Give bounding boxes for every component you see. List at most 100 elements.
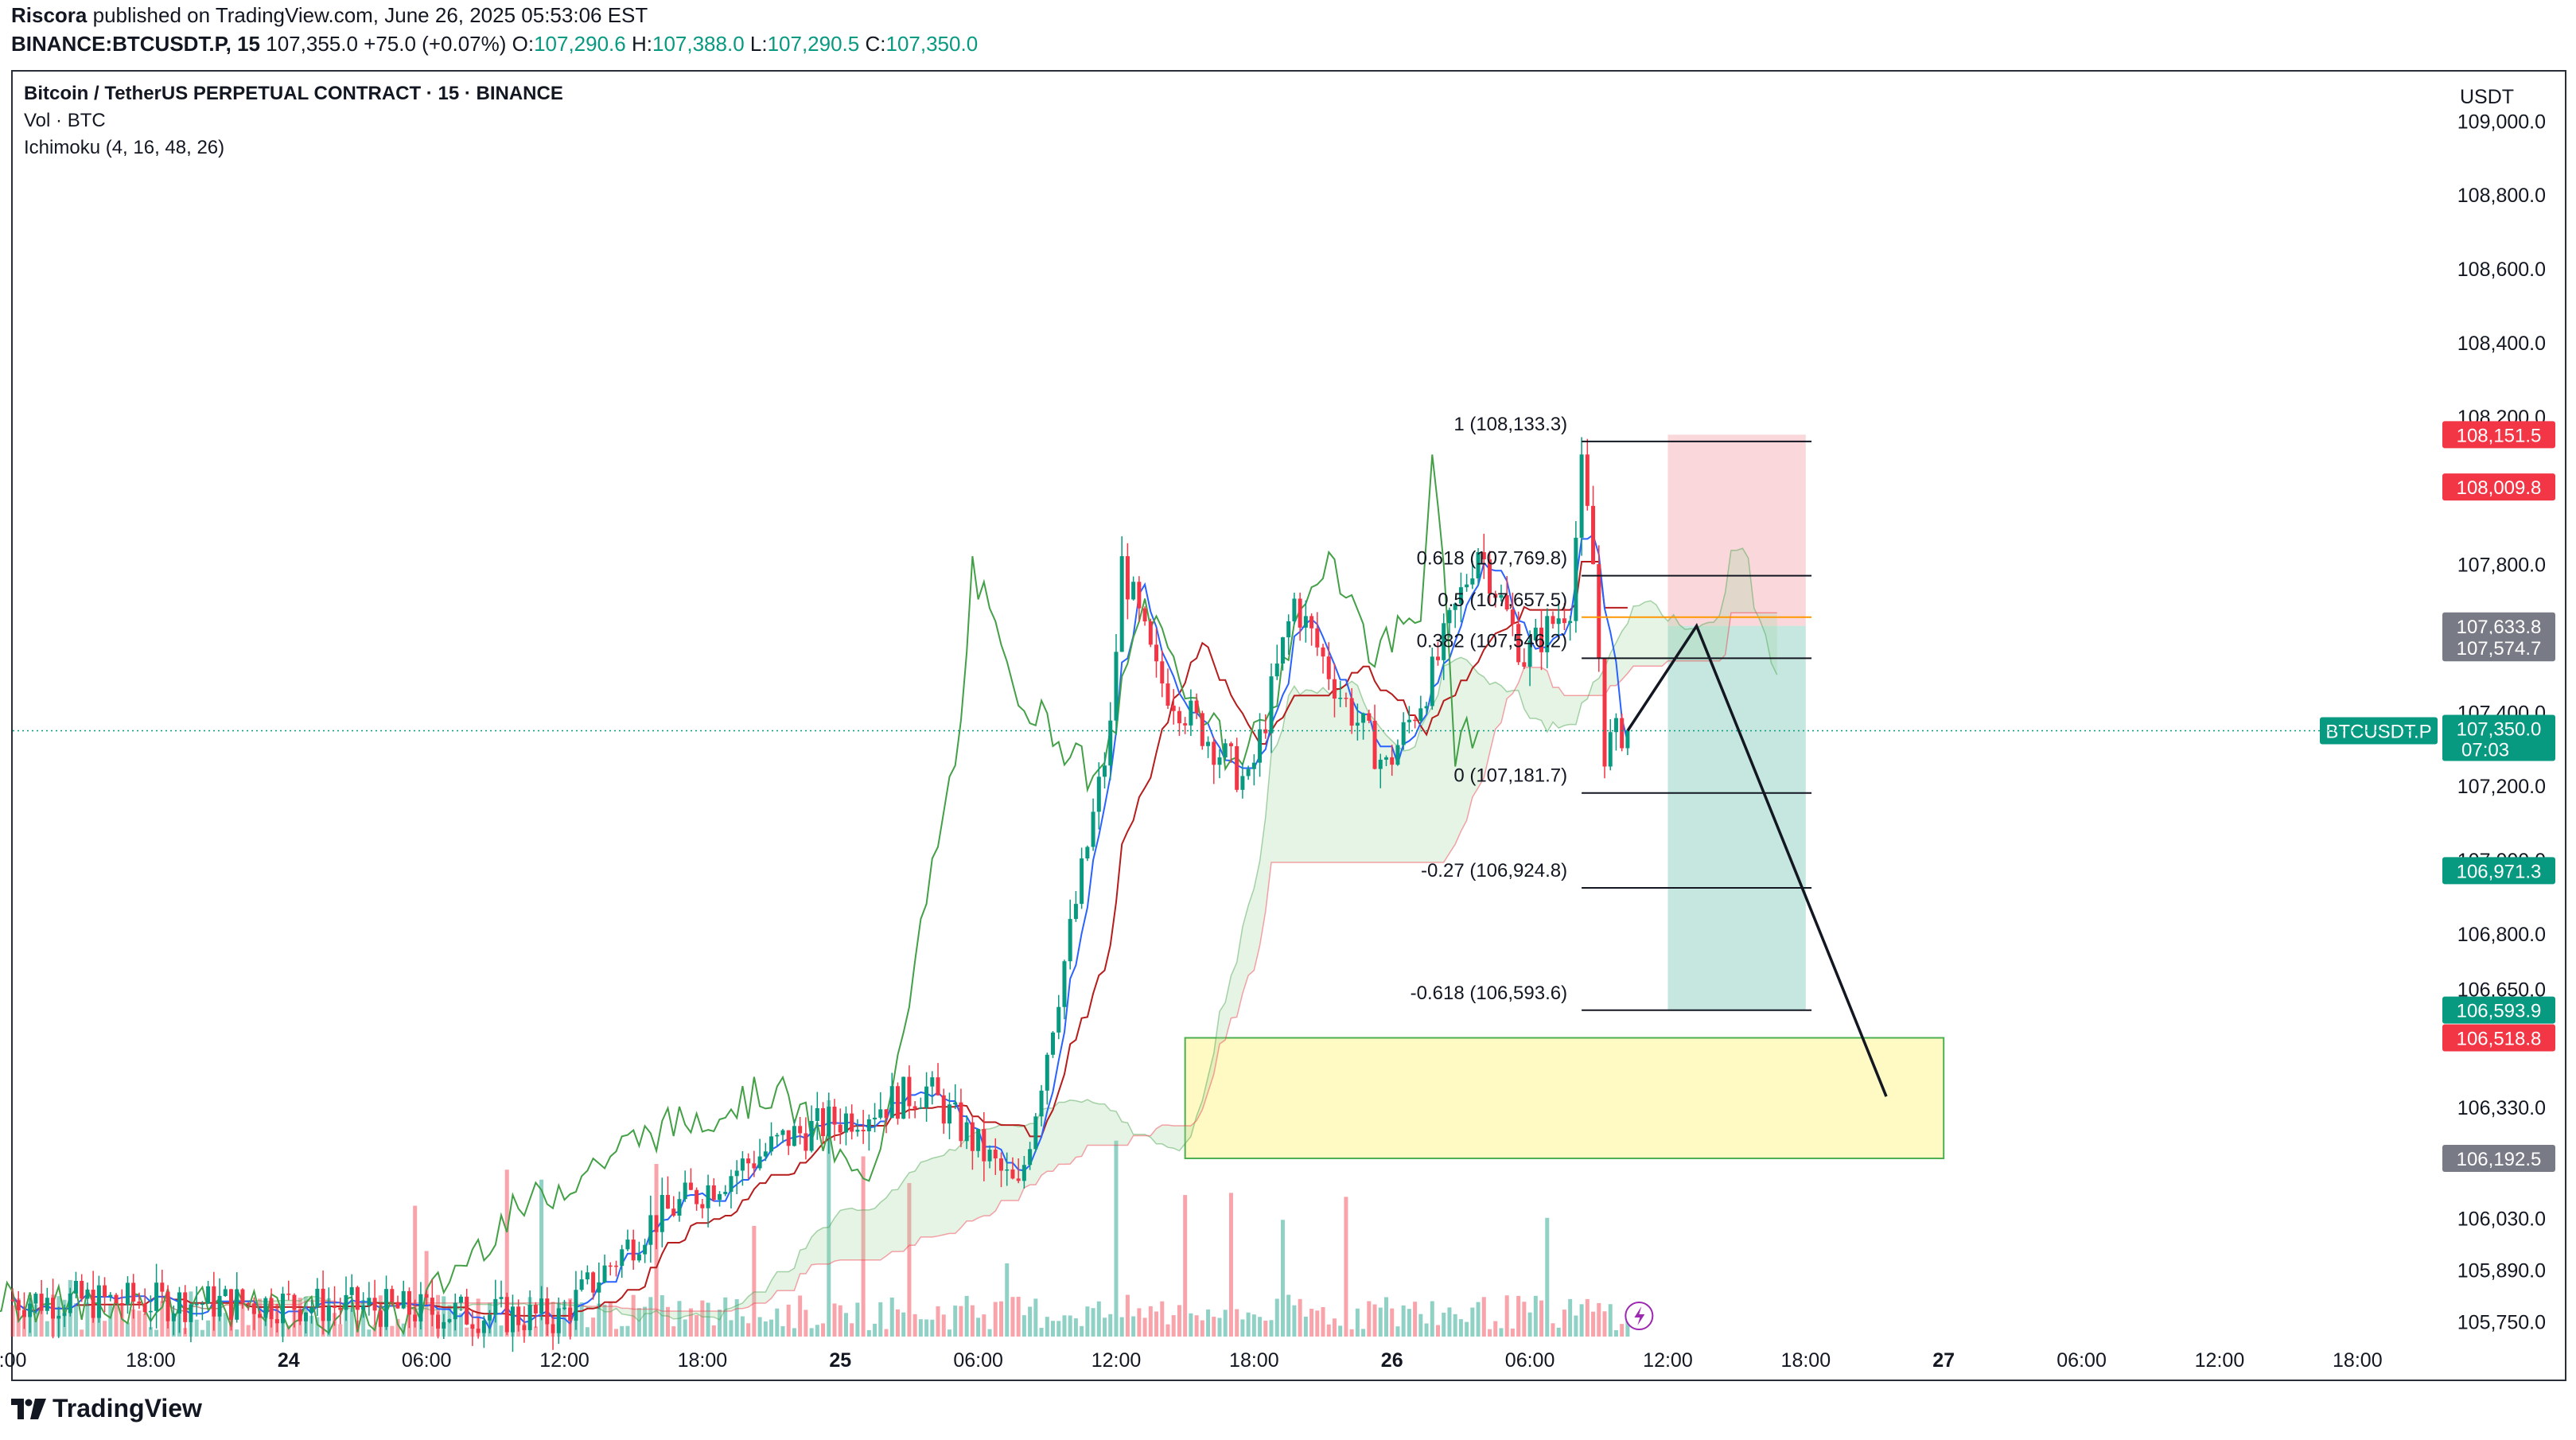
fib-level-label: -0.27 (106,924.8) bbox=[1421, 860, 1567, 882]
candle-body bbox=[442, 1321, 446, 1329]
candle-body bbox=[1103, 765, 1107, 777]
volume-bar bbox=[700, 1300, 705, 1337]
candle-body bbox=[1442, 623, 1446, 660]
volume-bar bbox=[390, 1325, 395, 1337]
candle-body bbox=[798, 1126, 803, 1134]
volume-bar bbox=[240, 1298, 245, 1337]
candle-body bbox=[1516, 624, 1521, 663]
time-tick-label: 26 bbox=[1381, 1349, 1403, 1372]
volume-bar bbox=[1200, 1320, 1204, 1337]
fib-level-label: 0.382 (107,546.2) bbox=[1417, 630, 1567, 652]
candle-body bbox=[970, 1122, 975, 1151]
volume-bar bbox=[1051, 1321, 1056, 1337]
candle-body bbox=[1131, 582, 1136, 600]
position-zones[interactable] bbox=[1184, 434, 1945, 1160]
price-tick-label: 107,200.0 bbox=[2457, 776, 2546, 798]
volume-bar bbox=[1263, 1321, 1268, 1337]
price-tag: 106,971.3 bbox=[2457, 861, 2542, 882]
time-tick-label: 25 bbox=[829, 1349, 851, 1372]
volume-bar bbox=[1160, 1301, 1165, 1337]
volume-bar bbox=[1458, 1319, 1463, 1337]
projection-drawing[interactable] bbox=[1626, 623, 1888, 1097]
candle-body bbox=[636, 1254, 641, 1261]
candle-body bbox=[1481, 552, 1486, 560]
candle-body bbox=[200, 1303, 204, 1306]
volume-bar bbox=[953, 1306, 958, 1337]
candle-body bbox=[1183, 723, 1188, 726]
price-tag: 106,192.5 bbox=[2457, 1149, 2542, 1170]
tradingview-logo[interactable]: TradingView bbox=[11, 1394, 202, 1423]
volume-bar bbox=[1533, 1295, 1538, 1337]
volume-bar bbox=[631, 1294, 636, 1337]
candle-body bbox=[125, 1282, 130, 1306]
volume-bar bbox=[1602, 1311, 1607, 1337]
candle-body bbox=[1292, 598, 1297, 621]
candle-body bbox=[103, 1285, 107, 1298]
volume-bar bbox=[85, 1302, 90, 1337]
volume-bar bbox=[1516, 1295, 1521, 1337]
volume-bar bbox=[1137, 1308, 1142, 1337]
kijun-sen bbox=[12, 561, 1628, 1317]
volume-bar bbox=[912, 1314, 917, 1337]
time-axis[interactable]: :00 18:00 24 06:00 12:00 18:00 25 06:00 12:00 18:… bbox=[0, 1349, 2383, 1372]
volume-bar bbox=[344, 1309, 348, 1337]
candle-body bbox=[1148, 621, 1153, 645]
candle-body bbox=[878, 1109, 883, 1118]
candle-body bbox=[303, 1312, 308, 1321]
volume-bar bbox=[1355, 1308, 1360, 1337]
candle-body bbox=[551, 1324, 555, 1333]
candle-body bbox=[189, 1304, 193, 1322]
volume-bar bbox=[614, 1329, 618, 1337]
candle-body bbox=[269, 1298, 274, 1320]
author-name[interactable]: Riscora bbox=[11, 3, 88, 27]
fibonacci-tool[interactable]: 1 (108,133.3) 0.618 (107,769.8) 0.5 (107,6… bbox=[1411, 414, 1812, 1011]
candle-body bbox=[1251, 762, 1256, 769]
ichimoku-legend[interactable]: Ichimoku (4, 16, 48, 26) bbox=[24, 137, 225, 158]
candle-body bbox=[660, 1194, 664, 1232]
volume-bar bbox=[671, 1326, 676, 1337]
volume-bar bbox=[45, 1321, 49, 1337]
price-tag-bg bbox=[2442, 421, 2555, 449]
candle-body bbox=[10, 1299, 15, 1302]
candle-body bbox=[815, 1107, 819, 1122]
candle-body bbox=[1142, 608, 1147, 622]
volume-bar bbox=[125, 1322, 130, 1337]
volume-bar bbox=[1476, 1302, 1481, 1337]
volume-bar bbox=[1442, 1312, 1446, 1337]
candle-body bbox=[1625, 730, 1630, 749]
volume-bar bbox=[286, 1325, 291, 1337]
volume-bar bbox=[1625, 1317, 1630, 1337]
open-label: O: bbox=[512, 32, 535, 56]
tradingview-logo-icon bbox=[11, 1399, 46, 1419]
candle-body bbox=[706, 1185, 710, 1208]
time-tick-label: 06:00 bbox=[402, 1349, 452, 1372]
volume-bar bbox=[918, 1319, 923, 1337]
volume-bar bbox=[1332, 1318, 1337, 1337]
time-tick-label: 18:00 bbox=[2333, 1349, 2383, 1372]
volume-bar bbox=[666, 1306, 671, 1337]
candle-body bbox=[349, 1286, 354, 1295]
tenkan-sen bbox=[12, 533, 1628, 1331]
candle-body bbox=[384, 1289, 389, 1327]
candle-body bbox=[562, 1307, 566, 1310]
candle-body bbox=[73, 1280, 78, 1294]
candle-body bbox=[1338, 698, 1343, 699]
volume-legend[interactable]: Vol · BTC bbox=[24, 110, 106, 131]
candle-body bbox=[959, 1102, 963, 1142]
volume-bar bbox=[947, 1329, 951, 1337]
candle-body bbox=[1286, 621, 1291, 638]
volume-bar bbox=[901, 1312, 906, 1337]
candle-body bbox=[1085, 846, 1090, 858]
time-tick-label: 24 bbox=[278, 1349, 300, 1372]
volume-bar bbox=[1114, 1140, 1119, 1337]
candle-body bbox=[602, 1265, 607, 1282]
candle-body bbox=[1608, 732, 1613, 767]
candle-body bbox=[780, 1130, 785, 1135]
chart-legend-title[interactable]: Bitcoin / TetherUS PERPETUAL CONTRACT · … bbox=[24, 83, 563, 104]
take-profit-zone bbox=[1667, 625, 1806, 1010]
candle-body bbox=[821, 1107, 826, 1137]
candle-body bbox=[510, 1306, 515, 1333]
candle-body bbox=[671, 1208, 676, 1216]
volume-bar bbox=[1349, 1329, 1354, 1337]
